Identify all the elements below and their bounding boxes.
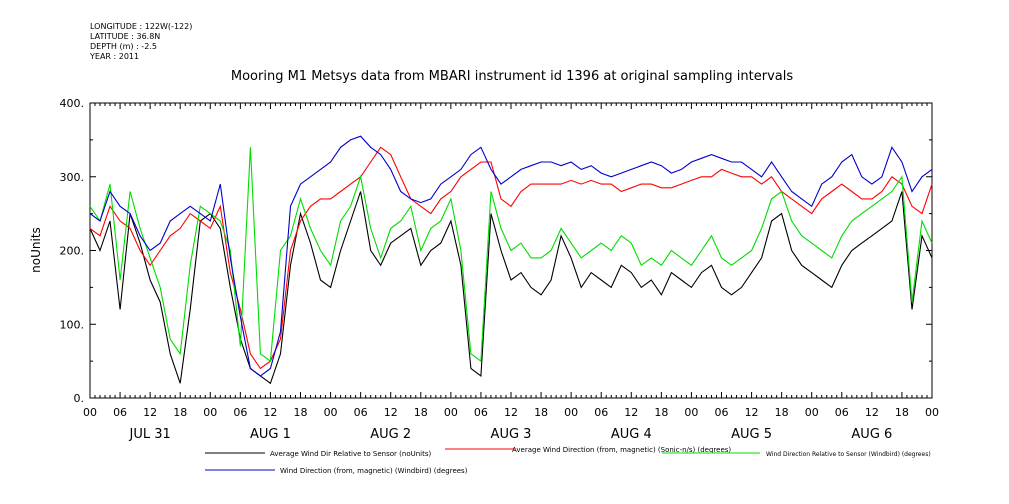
y-axis-labels: 0. 100. 200. 300. 400. <box>60 97 85 405</box>
x-tick-label: 06 <box>474 406 488 419</box>
legend-label-1: Average Wind Dir Relative to Sensor (noU… <box>270 450 431 458</box>
day-label: AUG 3 <box>491 427 532 442</box>
series-line-4 <box>89 135 933 377</box>
x-tick-label: 00 <box>925 406 939 419</box>
day-label: AUG 2 <box>370 427 411 442</box>
x-tick-label: 12 <box>143 406 157 419</box>
x-tick-label: 00 <box>203 406 217 419</box>
x-tick-label: 06 <box>354 406 368 419</box>
latitude-text: LATITUDE : 36.8N <box>90 32 161 41</box>
chart-title: Mooring M1 Metsys data from MBARI instru… <box>231 69 793 84</box>
x-tick-label: 12 <box>624 406 638 419</box>
x-tick-label: 18 <box>775 406 789 419</box>
x-axis-labels: 00 06 12 18 00 06 12 18 00 06 12 18 00 06 12 18 00 06 12 18… <box>83 406 939 442</box>
y-tick-label: 200. <box>60 245 85 258</box>
series-line-1 <box>89 191 933 385</box>
series-line-2 <box>89 146 933 370</box>
day-label: AUG 4 <box>611 427 652 442</box>
x-tick-label: 06 <box>233 406 247 419</box>
x-tick-label: 00 <box>805 406 819 419</box>
x-tick-label: 00 <box>564 406 578 419</box>
x-tick-label: 18 <box>173 406 187 419</box>
longitude-text: LONGITUDE : 122W(-122) <box>90 22 193 31</box>
legend-label-2: Average Wind Direction (from, magnetic) … <box>512 446 731 454</box>
day-label: JUL 31 <box>129 427 171 442</box>
legend: Average Wind Dir Relative to Sensor (noU… <box>205 446 931 475</box>
x-tick-label: 12 <box>865 406 879 419</box>
x-tick-label: 18 <box>294 406 308 419</box>
x-tick-label: 18 <box>895 406 909 419</box>
axis-ticks <box>89 102 933 399</box>
meta-block: LONGITUDE : 122W(-122) LATITUDE : 36.8N … <box>90 22 192 62</box>
x-tick-label: 00 <box>324 406 338 419</box>
x-tick-label: 00 <box>83 406 97 419</box>
x-tick-label: 18 <box>414 406 428 419</box>
x-tick-label: 06 <box>594 406 608 419</box>
year-text: YEAR : 2011 <box>90 52 140 61</box>
x-tick-label: 12 <box>384 406 398 419</box>
series-line-3 <box>89 147 933 363</box>
day-label: AUG 1 <box>250 427 291 442</box>
y-tick-label: 0. <box>74 392 85 405</box>
x-tick-label: 06 <box>715 406 729 419</box>
y-tick-label: 400. <box>60 97 85 110</box>
y-tick-label: 300. <box>60 171 85 184</box>
x-tick-label: 18 <box>654 406 668 419</box>
legend-label-4: Wind Direction (from, magnetic) (Windbir… <box>280 467 468 475</box>
x-tick-label: 00 <box>444 406 458 419</box>
y-tick-label: 100. <box>60 318 85 331</box>
depth-text: DEPTH (m) : -2.5 <box>90 42 157 51</box>
legend-label-3: Wind Direction Relative to Sensor (Windb… <box>766 451 931 458</box>
x-tick-label: 12 <box>263 406 277 419</box>
x-tick-label: 12 <box>504 406 518 419</box>
x-tick-label: 18 <box>534 406 548 419</box>
series-layer <box>89 135 933 385</box>
day-label: AUG 6 <box>851 427 892 442</box>
x-tick-label: 00 <box>684 406 698 419</box>
day-label: AUG 5 <box>731 427 772 442</box>
x-tick-label: 12 <box>745 406 759 419</box>
y-axis-title: noUnits <box>29 227 43 273</box>
x-tick-label: 06 <box>835 406 849 419</box>
x-tick-label: 06 <box>113 406 127 419</box>
